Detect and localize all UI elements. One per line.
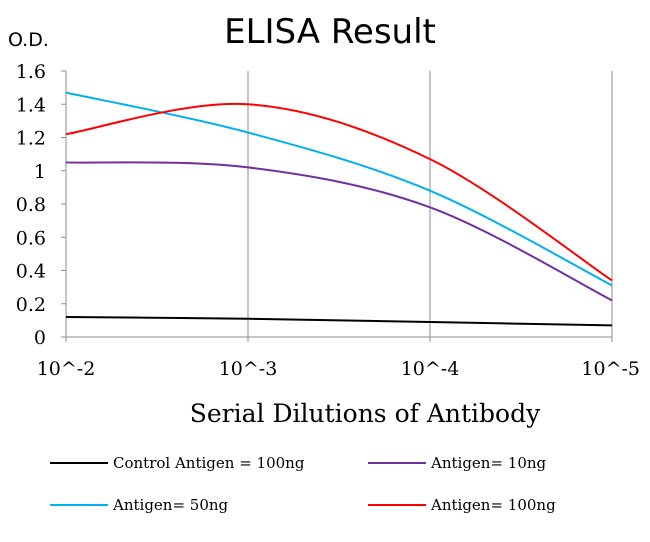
x-tick-label: 10^-5 xyxy=(581,358,640,380)
y-tick-label: 0.6 xyxy=(16,227,46,249)
grid xyxy=(247,71,613,337)
series-line-3 xyxy=(65,102,613,282)
legend-label: Antigen= 10ng xyxy=(430,454,547,472)
y-tick-label: 0.8 xyxy=(16,194,46,216)
y-axis-label: O.D. xyxy=(8,29,49,51)
y-tick-label: 1.2 xyxy=(16,128,46,150)
series-line-1 xyxy=(65,161,613,302)
series-lines xyxy=(65,91,613,327)
y-tick-label: 1 xyxy=(34,161,46,183)
legend-item: Antigen= 10ng xyxy=(368,454,547,472)
y-tick-label: 1.6 xyxy=(16,61,46,83)
axes xyxy=(65,71,612,338)
legend-item: Control Antigen = 100ng xyxy=(50,454,305,472)
legend: Control Antigen = 100ng Antigen= 10ng Anti… xyxy=(50,454,556,514)
x-axis-label: Serial Dilutions of Antibody xyxy=(190,399,541,428)
legend-label: Control Antigen = 100ng xyxy=(113,454,305,472)
y-tick-label: 0.4 xyxy=(16,261,46,283)
y-tick-label: 0.2 xyxy=(16,294,46,316)
series-line-0 xyxy=(65,316,613,327)
x-tick-label: 10^-4 xyxy=(401,358,460,380)
legend-item: Antigen= 100ng xyxy=(368,496,556,514)
y-tick-label: 1.4 xyxy=(16,94,46,116)
y-tick-labels: 0 0.2 0.4 0.6 0.8 1 1.2 1.4 1.6 xyxy=(16,61,66,349)
y-tick-label: 0 xyxy=(34,327,46,349)
chart-title: ELISA Result xyxy=(224,12,436,52)
legend-label: Antigen= 100ng xyxy=(430,496,556,514)
legend-label: Antigen= 50ng xyxy=(112,496,229,514)
x-tick-labels: 10^-2 10^-3 10^-4 10^-5 xyxy=(37,337,640,380)
legend-item: Antigen= 50ng xyxy=(50,496,229,514)
series-line-2 xyxy=(65,91,613,287)
x-tick-label: 10^-3 xyxy=(219,358,278,380)
x-tick-label: 10^-2 xyxy=(37,358,96,380)
